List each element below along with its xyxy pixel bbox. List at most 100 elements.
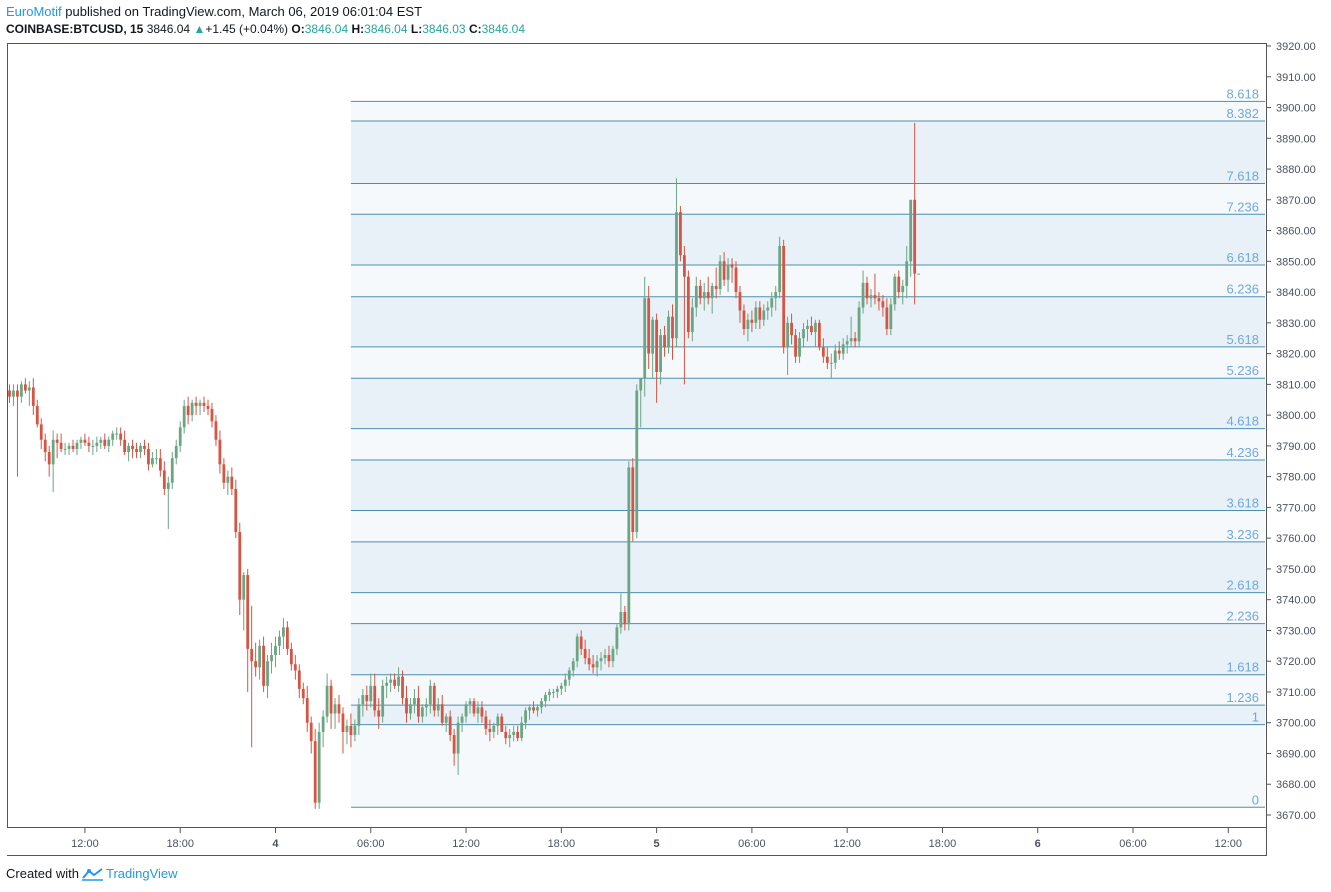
- fib-level-label: 4.236: [1226, 445, 1259, 460]
- candle: [754, 301, 758, 329]
- candle: [51, 430, 55, 493]
- candle-body: [87, 442, 91, 446]
- candle-body: [829, 362, 833, 364]
- candle: [603, 648, 607, 665]
- candle: [194, 396, 198, 416]
- candle: [321, 710, 325, 748]
- candle-body: [671, 316, 674, 339]
- candle: [313, 728, 317, 809]
- low-value: 3846.03: [422, 22, 466, 36]
- candle-body: [738, 292, 742, 311]
- candle-body: [726, 264, 730, 280]
- candle-body: [869, 295, 873, 299]
- candle: [551, 688, 555, 699]
- author-link[interactable]: EuroMotif: [6, 4, 62, 19]
- candle: [39, 418, 43, 449]
- candle-body: [71, 445, 75, 449]
- candle: [361, 688, 365, 717]
- candle-body: [329, 685, 333, 714]
- candle: [762, 304, 766, 326]
- candle-body: [524, 710, 527, 723]
- candle: [43, 433, 47, 462]
- candle-body: [722, 261, 726, 280]
- candle-body: [591, 664, 595, 668]
- candle: [810, 316, 813, 336]
- candle: [528, 704, 531, 720]
- candle: [381, 679, 385, 723]
- candle: [599, 651, 603, 671]
- candle: [436, 698, 440, 717]
- candle: [794, 328, 797, 363]
- candle-body: [802, 328, 805, 339]
- fib-band: [350, 541, 1265, 593]
- candle: [154, 448, 158, 465]
- candle-body: [103, 439, 107, 446]
- candle-body: [825, 356, 829, 363]
- candle-body: [202, 402, 206, 406]
- candle: [647, 285, 651, 369]
- candle: [607, 645, 611, 668]
- candle-body: [238, 532, 242, 600]
- candle-body: [540, 701, 543, 708]
- candle: [484, 710, 488, 736]
- candle-body: [365, 695, 369, 702]
- candle-body: [63, 448, 67, 450]
- candle-body: [548, 691, 551, 696]
- candle-body: [635, 390, 639, 533]
- candle: [448, 710, 452, 742]
- candle: [643, 276, 647, 397]
- candle-body: [575, 636, 579, 662]
- tradingview-link[interactable]: TradingView: [81, 866, 178, 881]
- candle: [893, 273, 897, 311]
- low-label: L:: [410, 22, 423, 36]
- candle: [488, 719, 492, 742]
- price-tick-label: 3700.00: [1276, 718, 1316, 730]
- candle: [694, 276, 698, 317]
- candle: [536, 704, 539, 717]
- candle-body: [43, 439, 47, 453]
- candle-body: [420, 707, 424, 717]
- time-tick-label: 18:00: [166, 838, 194, 850]
- candle-body: [710, 285, 714, 299]
- candle-body: [178, 427, 182, 446]
- candle-body: [913, 199, 917, 274]
- candle-body: [143, 445, 146, 449]
- candle-body: [254, 661, 258, 668]
- candle-body: [468, 701, 472, 705]
- candle-body: [782, 245, 786, 348]
- candle-body: [151, 458, 154, 465]
- candle: [623, 605, 627, 631]
- candle: [31, 378, 35, 416]
- candle-body: [111, 433, 115, 440]
- candle-body: [893, 276, 897, 305]
- fib-band: [350, 510, 1265, 542]
- candle-body: [349, 725, 353, 736]
- candle-body: [389, 679, 393, 683]
- price-tick-label: 3730.00: [1276, 625, 1316, 637]
- candle-body: [476, 707, 480, 714]
- publish-info: EuroMotif published on TradingView.com, …: [6, 4, 422, 19]
- candle: [718, 255, 722, 296]
- candle-body: [615, 627, 619, 649]
- candle-body: [901, 285, 905, 293]
- candle: [35, 399, 39, 428]
- candle-body: [242, 575, 246, 600]
- candle-body: [659, 335, 662, 373]
- candle-body: [814, 322, 817, 333]
- candle: [432, 682, 436, 717]
- candle-body: [889, 304, 893, 329]
- candle-body: [508, 735, 512, 739]
- candle: [413, 688, 416, 714]
- candle-body: [234, 488, 238, 533]
- fib-band: [350, 214, 1265, 266]
- candle-body: [301, 688, 305, 699]
- candle-body: [266, 661, 269, 686]
- candle-body: [317, 731, 321, 803]
- candle: [107, 436, 111, 453]
- candle-body: [67, 445, 71, 449]
- candle: [238, 522, 242, 616]
- candle: [814, 319, 817, 348]
- candle: [706, 276, 710, 305]
- candle-body: [186, 405, 190, 416]
